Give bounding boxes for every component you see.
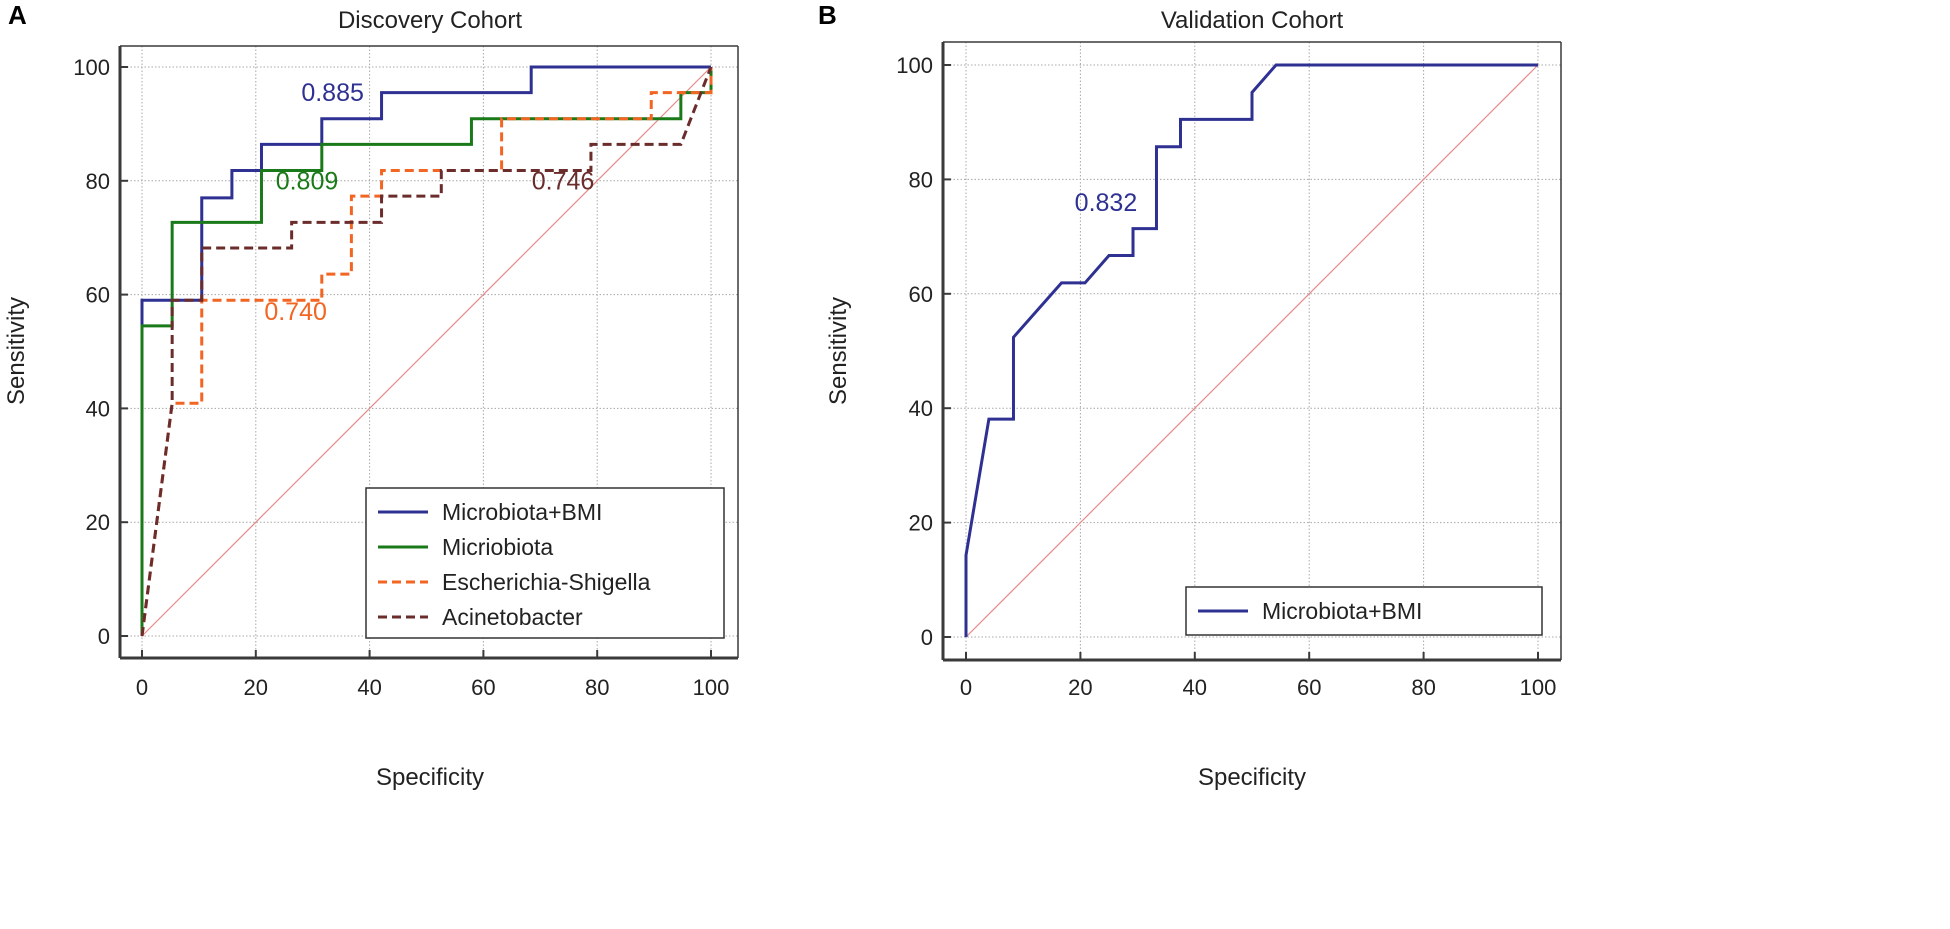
legend-label-acinetobacter-a: Acinetobacter [442, 604, 583, 630]
reference-diagonal-a [141, 66, 712, 637]
series-group-b: 0.832 [964, 63, 1538, 637]
auc-label-microbiota-bmi-a: 0.885 [301, 79, 364, 107]
x-tick-label-b-60: 60 [1297, 675, 1321, 700]
panel-discovery-cohort: A Discovery Cohort 0.8850.8090.7400.746 … [3, 0, 739, 791]
ticks-a: 0 20 40 60 80 100 0 20 40 60 80 100 [73, 55, 729, 700]
x-axis-label-a: Specificity [376, 764, 484, 791]
x-tick-label-b-100: 100 [1520, 675, 1557, 700]
roc-curve-escherichia-shigella-a [140, 67, 713, 637]
panel-label-a: A [8, 0, 27, 30]
x-tick-label-b-80: 80 [1411, 675, 1435, 700]
chart-title-b: Validation Cohort [1161, 7, 1344, 34]
x-tick-label-a-100: 100 [693, 675, 730, 700]
roc-curve-acinetobacter-a [140, 66, 713, 637]
y-tick-label-a-60: 60 [86, 283, 110, 308]
panel-validation-cohort: B Validation Cohort 0.832 0 20 40 60 80 100 0 2… [818, 0, 1562, 791]
x-tick-label-a-80: 80 [585, 675, 609, 700]
legend-label-microbiota-bmi-a: Microbiota+BMI [442, 499, 602, 525]
x-tick-label-b-40: 40 [1183, 675, 1207, 700]
x-tick-label-b-0: 0 [960, 675, 972, 700]
auc-label-acinetobacter-a: 0.746 [532, 167, 595, 195]
y-tick-label-b-80: 80 [909, 167, 933, 192]
y-tick-label-b-100: 100 [896, 53, 933, 78]
legend-label-micriobiota-a: Micriobiota [442, 534, 553, 560]
y-tick-label-b-0: 0 [921, 625, 933, 650]
y-axis-label-b: Sensitivity [825, 297, 852, 405]
roc-curve-microbiota-bmi-b [964, 63, 1538, 637]
auc-label-microbiota-bmi-b: 0.832 [1075, 189, 1138, 217]
legend-a: Microbiota+BMI Micriobiota Escherichia-Shi… [365, 487, 725, 639]
y-tick-label-a-40: 40 [86, 396, 110, 421]
y-tick-label-a-20: 20 [86, 510, 110, 535]
x-tick-label-a-0: 0 [136, 675, 148, 700]
y-tick-label-a-0: 0 [98, 624, 110, 649]
legend-label-microbiota-bmi-b: Microbiota+BMI [1262, 598, 1422, 624]
ticks-b: 0 20 40 60 80 100 0 20 40 60 80 100 [896, 53, 1556, 700]
series-group-a: 0.885 0.809 0.740 0.746 [140, 65, 713, 637]
y-axis-label-a: Sensitivity [3, 297, 30, 405]
x-tick-label-a-40: 40 [357, 675, 381, 700]
y-tick-label-a-100: 100 [73, 55, 110, 80]
x-tick-label-a-60: 60 [471, 675, 495, 700]
y-tick-label-b-40: 40 [909, 396, 933, 421]
auc-label-escherichia-shigella-a: 0.740 [264, 298, 327, 326]
legend-label-escherichia-shigella-a: Escherichia-Shigella [442, 569, 651, 595]
roc-curve-microbiota-bmi-a [140, 65, 711, 636]
x-axis-label-b: Specificity [1198, 764, 1306, 791]
y-tick-label-b-60: 60 [909, 282, 933, 307]
panel-label-b: B [818, 0, 837, 30]
axes-a [118, 45, 739, 660]
reference-diagonal-b [965, 64, 1539, 638]
chart-title-a: Discovery Cohort [338, 7, 522, 34]
x-tick-label-b-20: 20 [1068, 675, 1092, 700]
y-tick-label-a-80: 80 [86, 169, 110, 194]
axes-b [941, 41, 1562, 662]
legend-b: Microbiota+BMI [1185, 586, 1543, 636]
x-tick-label-a-20: 20 [244, 675, 268, 700]
y-tick-label-b-20: 20 [909, 511, 933, 536]
auc-label-micriobiota-a: 0.809 [276, 167, 339, 195]
